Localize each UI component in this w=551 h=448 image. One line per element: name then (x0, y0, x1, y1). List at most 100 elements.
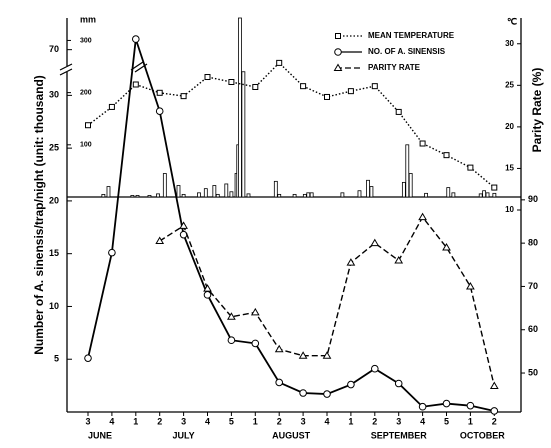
x-tick-label: 3 (396, 416, 401, 426)
marker (84, 354, 92, 362)
marker (156, 89, 163, 96)
y-tick-label: 5 (54, 354, 59, 364)
marker (276, 59, 283, 66)
precipitation-bar (401, 181, 406, 198)
month-label: JULY (173, 430, 195, 440)
legend-label: MEAN TEMPERATURE (368, 31, 455, 40)
legend-label: NO. OF A. SINENSIS (368, 47, 446, 56)
precipitation-bar (369, 186, 374, 198)
x-tick-label: 3 (85, 416, 90, 426)
precipitation-bar (277, 193, 282, 198)
temp-tick-label: 15 (505, 164, 514, 173)
marker (418, 212, 427, 221)
marker (346, 258, 356, 266)
y2-axis-title: Parity Rate (%) (530, 68, 544, 153)
marker (274, 344, 284, 353)
precipitation-bar (147, 195, 152, 198)
x-tick-label: 1 (468, 416, 473, 426)
precipitation-bar (485, 192, 490, 198)
marker (442, 399, 451, 408)
x-tick-label: 3 (181, 416, 186, 426)
marker (299, 389, 307, 397)
marker (371, 364, 379, 373)
y-tick-label: 10 (49, 301, 59, 311)
mm-tick-label: 200 (80, 89, 92, 96)
precipitation-bar (229, 191, 234, 198)
marker (395, 108, 402, 115)
marker (204, 74, 211, 81)
precipitation-bar (446, 187, 451, 198)
marker (347, 380, 355, 389)
x-tick-label: 2 (157, 416, 162, 426)
mm-tick-label: 300 (80, 37, 92, 44)
marker (324, 93, 330, 100)
precipitation-bar (224, 183, 229, 198)
marker (371, 83, 378, 90)
precipitation-bar (162, 173, 167, 198)
x-tick-label: 1 (348, 416, 353, 426)
marker (108, 103, 115, 110)
precipitation-bar (273, 180, 278, 198)
marker (394, 255, 404, 264)
y2-tick-label: 50 (528, 367, 538, 377)
mm-axis-title: mm (80, 14, 96, 24)
precipitation-bar (482, 190, 487, 198)
x-tick-label: 4 (109, 416, 114, 426)
y-tick-label: 70 (49, 44, 59, 54)
precipitation-bar (292, 193, 297, 198)
precipitation-bar (197, 192, 201, 198)
marker (419, 140, 426, 147)
marker (155, 236, 165, 244)
y2-tick-label: 80 (528, 238, 538, 248)
precipitation-bar (106, 186, 111, 198)
month-label: JUNE (88, 430, 112, 440)
legend-marker (334, 48, 342, 56)
precipitation-bar (340, 192, 345, 198)
x-tick-label: 2 (277, 416, 282, 426)
x-tick-label: 1 (253, 416, 258, 426)
marker (489, 381, 499, 390)
marker (179, 230, 188, 239)
marker (203, 284, 212, 292)
precipitation-bar (212, 185, 217, 198)
marker (250, 307, 260, 316)
marker (132, 81, 139, 88)
x-tick-label: 3 (301, 416, 306, 426)
marker (228, 79, 235, 85)
precipitation-bar (135, 195, 140, 198)
marker (275, 378, 284, 387)
mm-tick-label: 100 (80, 142, 92, 149)
x-tick-label: 4 (420, 416, 425, 426)
marker (300, 83, 307, 90)
temp-tick-label: 10 (505, 205, 514, 214)
marker (491, 184, 498, 191)
marker (227, 336, 236, 345)
x-tick-label: 2 (372, 416, 377, 426)
precipitation-bar (478, 193, 483, 198)
x-tick-label: 4 (205, 416, 210, 426)
month-label: OCTOBER (460, 430, 505, 440)
marker (394, 379, 403, 388)
series-line (159, 215, 495, 387)
y2-tick-label: 70 (528, 281, 538, 291)
precipitation-bar (156, 193, 160, 198)
y-axis-title: Number of A. sinensis/trap/night (unit: … (32, 75, 46, 355)
y-tick-label: 25 (49, 143, 59, 153)
month-label: SEPTEMBER (371, 430, 428, 440)
marker (370, 238, 380, 247)
precipitation-bar (451, 192, 456, 198)
y2-tick-label: 60 (528, 324, 538, 334)
marker (443, 152, 450, 159)
marker (227, 312, 236, 320)
x-tick-label: 4 (324, 416, 329, 426)
precipitation-bar (405, 144, 410, 198)
marker (251, 339, 260, 348)
marker (466, 281, 475, 290)
marker (418, 402, 427, 411)
x-tick-label: 5 (444, 416, 449, 426)
marker (132, 35, 140, 43)
x-tick-label: 1 (133, 416, 138, 426)
legend-marker (335, 33, 341, 39)
marker (179, 221, 188, 229)
precipitation-bar (130, 195, 135, 198)
